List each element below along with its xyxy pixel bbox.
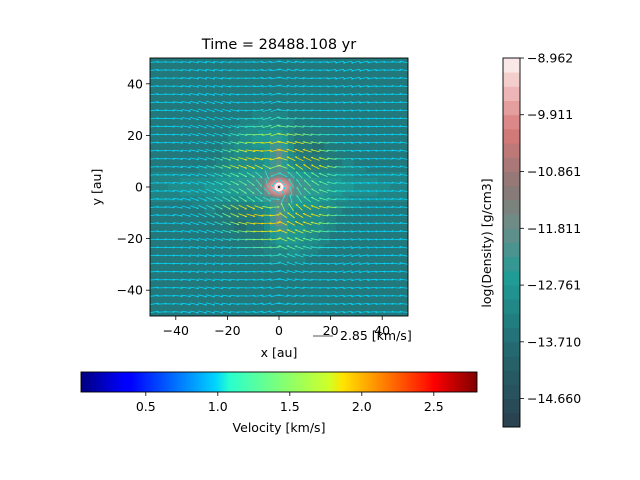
density-level: [503, 356, 520, 371]
central-star-dot: [277, 185, 281, 189]
density-level: [503, 214, 520, 229]
y-tick-label: −40: [117, 283, 143, 298]
density-tick: −14.660: [520, 391, 581, 406]
density-level: [503, 341, 520, 357]
x-tick: 40: [374, 316, 390, 338]
x-tick-label: −20: [214, 323, 240, 338]
velocity-tick: 1.0: [208, 392, 228, 414]
density-level: [503, 157, 520, 172]
x-axis-ticks: −40 −20 0 20 40: [163, 316, 390, 338]
density-level: [503, 128, 520, 144]
density-tick: −11.811: [520, 221, 581, 236]
density-level: [503, 384, 520, 400]
density-tick-label: −14.660: [527, 391, 581, 406]
x-tick-label: 20: [323, 323, 339, 338]
x-tick-label: 0: [275, 323, 283, 338]
quiver-key-label: 2.85 [km/s]: [340, 328, 412, 343]
density-level: [503, 228, 520, 243]
density-tick-label: −9.911: [527, 107, 573, 122]
velocity-colorbar: 0.5 1.0 1.5 2.0 2.5 Velocity [km/s]: [80, 371, 478, 435]
density-level: [503, 143, 520, 158]
density-tick-label: −13.710: [527, 334, 581, 349]
density-level: [503, 285, 520, 300]
density-tick-label: −11.811: [527, 221, 581, 236]
y-tick: 20: [127, 128, 150, 143]
density-colorbar: −8.962 −9.911 −10.861 −11.811 −12.761 −13.710…: [479, 51, 581, 428]
x-tick: 0: [275, 316, 283, 338]
y-tick-label: 0: [135, 180, 143, 195]
y-tick: −20: [117, 231, 150, 246]
density-tick: −13.710: [520, 334, 581, 349]
density-level: [503, 270, 520, 286]
density-tick: −10.861: [520, 164, 581, 179]
density-colorbar-bands: [503, 58, 520, 428]
x-tick-label: −40: [163, 323, 189, 338]
density-level: [503, 199, 520, 215]
density-level: [503, 299, 520, 314]
density-level: [503, 100, 520, 116]
density-level: [503, 58, 520, 73]
velocity-tick: 2.5: [424, 392, 444, 414]
density-level: [503, 86, 520, 101]
y-axis-label: y [au]: [89, 169, 104, 206]
density-level: [503, 313, 520, 329]
velocity-tick: 0.5: [136, 392, 156, 414]
x-tick-label: 40: [374, 323, 390, 338]
density-colorbar-ticks: −8.962 −9.911 −10.861 −11.811 −12.761 −13.710…: [520, 51, 581, 406]
density-tick-label: −12.761: [527, 278, 581, 293]
velocity-tick-label: 1.0: [208, 399, 228, 414]
velocity-colorbar-ticks: 0.5 1.0 1.5 2.0 2.5: [136, 392, 444, 414]
density-level: [503, 171, 520, 187]
plot-area: −40 −20 0 20 40 −40 −20 0 20 40: [117, 57, 409, 338]
velocity-tick: 1.5: [280, 392, 300, 414]
x-axis-label: x [au]: [261, 345, 298, 360]
density-level: [503, 242, 520, 258]
y-tick-label: 20: [127, 128, 143, 143]
y-tick-label: −20: [117, 231, 143, 246]
x-tick: −40: [163, 316, 189, 338]
density-level: [503, 72, 520, 87]
density-tick-label: −10.861: [527, 164, 581, 179]
velocity-colorbar-gradient: [80, 371, 478, 393]
velocity-tick-label: 1.5: [280, 399, 300, 414]
velocity-vectors: [150, 60, 408, 314]
velocity-tick-label: 2.5: [424, 399, 444, 414]
density-colorbar-frame: [502, 57, 521, 428]
density-level: [503, 370, 520, 385]
density-level: [503, 114, 520, 130]
velocity-tick-label: 2.0: [352, 399, 372, 414]
density-tick: −9.911: [520, 107, 573, 122]
density-level: [503, 412, 520, 428]
y-tick: 0: [135, 180, 150, 195]
x-tick: −20: [214, 316, 241, 338]
density-tick-label: −8.962: [527, 51, 573, 66]
central-star-marker: [274, 182, 284, 192]
velocity-tick: 2.0: [352, 392, 372, 414]
quiver-key: 2.85 [km/s]: [313, 328, 412, 343]
density-level: [503, 398, 520, 414]
density-tick: −8.962: [520, 51, 573, 66]
density-tick: −12.761: [520, 278, 581, 293]
y-tick: 40: [127, 76, 150, 91]
density-level: [503, 256, 520, 272]
velocity-tick-label: 0.5: [136, 399, 156, 414]
chart-title: Time = 28488.108 yr: [201, 37, 356, 53]
velocity-colorbar-label: Velocity [km/s]: [233, 420, 326, 435]
y-tick-label: 40: [127, 76, 143, 91]
density-level: [503, 185, 520, 201]
y-tick: −40: [117, 283, 150, 298]
density-level: [503, 327, 520, 343]
x-tick: 20: [323, 316, 339, 338]
density-colorbar-label: log(Density) [g/cm3]: [479, 178, 494, 307]
y-axis-ticks: −40 −20 0 20 40: [117, 76, 150, 298]
